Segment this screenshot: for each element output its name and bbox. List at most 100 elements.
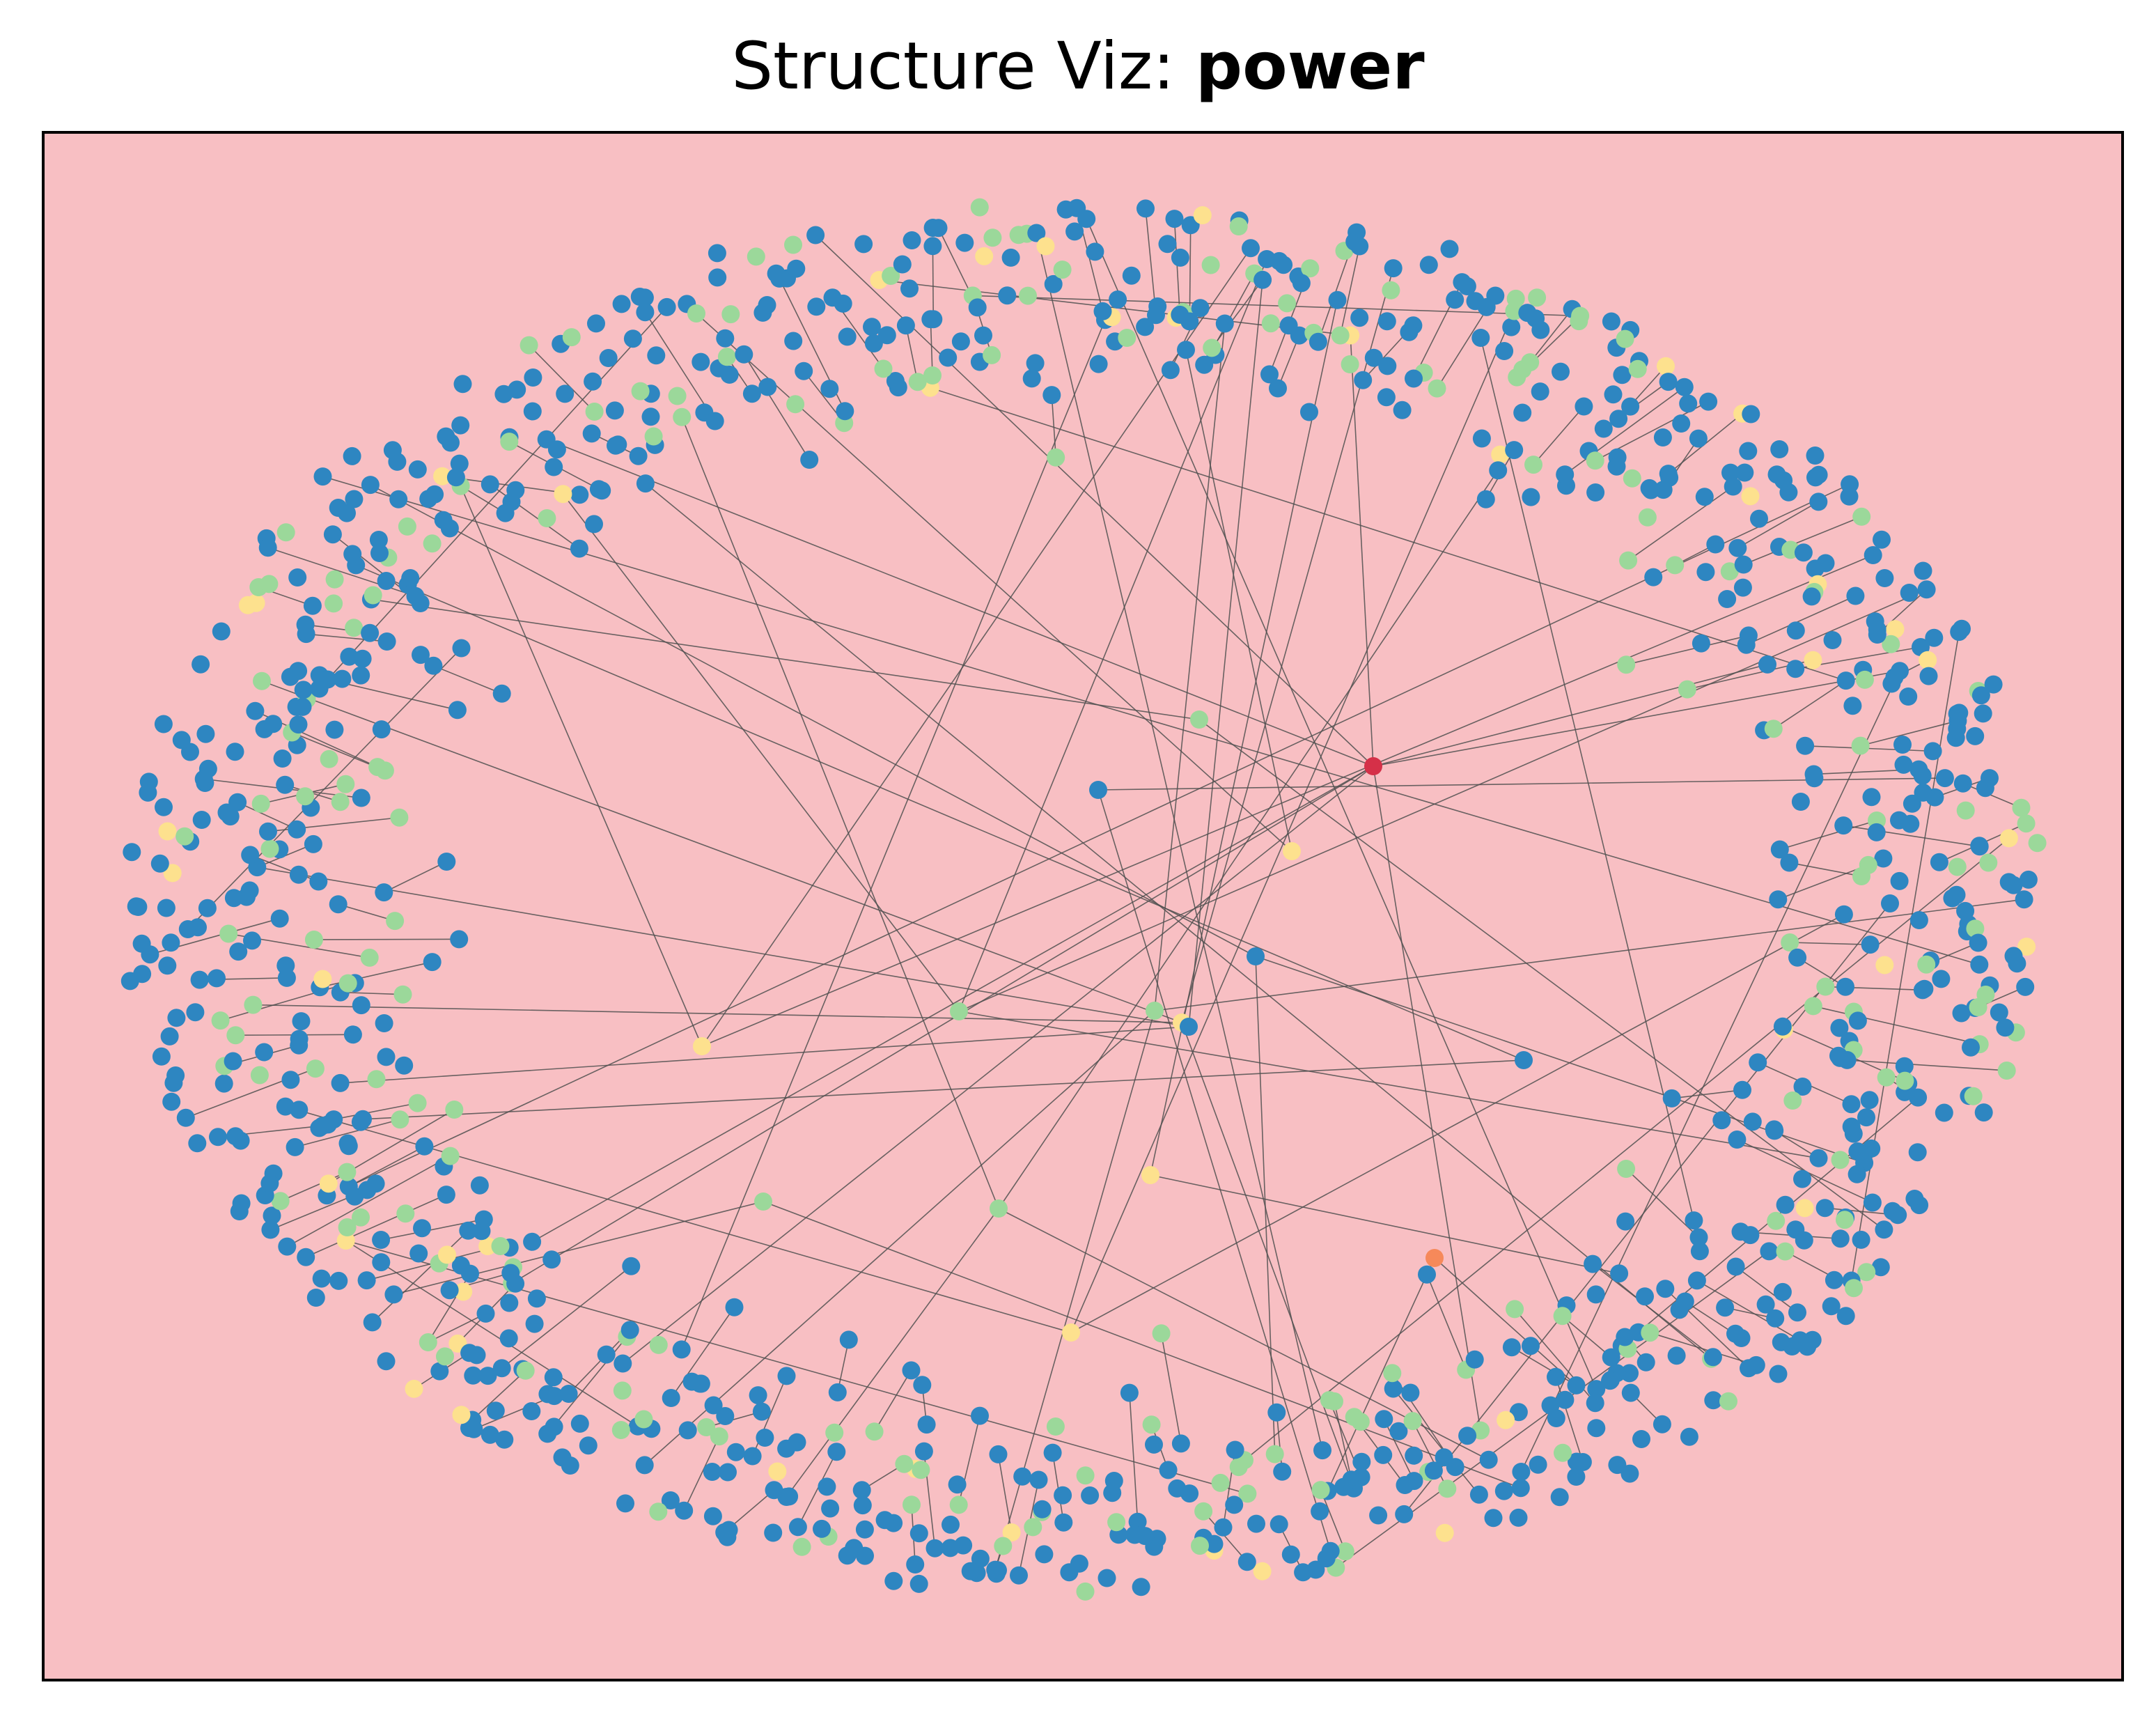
graph-edge [1129, 1392, 1139, 1522]
graph-node [289, 865, 308, 884]
graph-node [292, 1012, 311, 1031]
graph-node [448, 701, 467, 720]
graph-node [188, 1134, 207, 1153]
graph-node [1491, 445, 1510, 464]
graph-node [1877, 1068, 1896, 1087]
graph-node [942, 1515, 960, 1534]
graph-node [838, 327, 857, 346]
graph-node [1996, 1018, 2015, 1037]
graph-node [1171, 1434, 1190, 1453]
graph-node [1795, 1199, 1814, 1218]
graph-node [1657, 357, 1675, 375]
graph-node [464, 1366, 483, 1385]
graph-node [352, 666, 370, 685]
graph-node [1804, 765, 1823, 784]
graph-node [1065, 222, 1084, 241]
graph-node [827, 1443, 846, 1461]
graph-node [419, 1333, 437, 1351]
graph-node [243, 931, 261, 950]
graph-node [1553, 1307, 1572, 1326]
graph-node [914, 1442, 933, 1461]
graph-node [1704, 1391, 1723, 1410]
graph-node [1594, 419, 1613, 438]
graph-edge [348, 483, 1850, 1188]
graph-node [834, 294, 852, 313]
graph-node [616, 1494, 634, 1513]
graph-node [255, 1043, 274, 1062]
graph-node [1267, 1403, 1286, 1422]
graph-node [1966, 919, 1985, 938]
graph-edge [1813, 1005, 1980, 1045]
graph-node [452, 639, 471, 658]
graph-edge [305, 1194, 447, 1258]
graph-node [1685, 1211, 1703, 1230]
graph-node [1845, 1279, 1863, 1298]
graph-node [1873, 530, 1891, 549]
graph-node [506, 481, 525, 499]
graph-node [1868, 626, 1886, 644]
graph-node [226, 743, 244, 761]
graph-node [1638, 508, 1657, 527]
graph-node [1265, 1445, 1284, 1463]
graph-edge [1373, 664, 1768, 767]
graph-edge [958, 258, 1267, 1012]
graph-node [523, 402, 542, 421]
graph-node [780, 1487, 799, 1506]
graph-node [1667, 1346, 1686, 1365]
graph-node [758, 296, 776, 314]
graph-node [209, 1128, 227, 1147]
graph-node [1419, 256, 1438, 274]
graph-node [716, 1407, 735, 1425]
graph-edge [471, 1370, 526, 1421]
graph-edge [1789, 862, 1862, 877]
graph-node [1779, 483, 1798, 502]
graph-node [1161, 361, 1180, 380]
graph-node [1247, 1514, 1265, 1533]
graph-node [1529, 1455, 1547, 1474]
graph-node [391, 1110, 409, 1129]
graph-node [649, 1502, 668, 1521]
graph-node [725, 1298, 744, 1316]
graph-node [1679, 394, 1698, 413]
graph-node [1479, 1450, 1498, 1469]
graph-node [1675, 378, 1694, 396]
graph-node [325, 570, 344, 589]
graph-edge [1173, 219, 1181, 315]
graph-node [527, 1289, 546, 1308]
graph-node [1586, 483, 1605, 502]
graph-edge [1327, 1257, 1435, 1491]
graph-edge [1255, 956, 1865, 1164]
graph-node [838, 1546, 857, 1565]
graph-node [1601, 1372, 1619, 1390]
graph-node [158, 956, 177, 975]
graph-node [1512, 1463, 1531, 1481]
graph-node [717, 348, 736, 366]
graph-node [1531, 382, 1549, 401]
graph-node [909, 1524, 928, 1543]
graph-node [2015, 890, 2033, 909]
graph-node [1177, 341, 1195, 359]
graph-node [1836, 1211, 1854, 1229]
graph-node [160, 1027, 179, 1046]
graph-node [288, 820, 306, 839]
graph-node [636, 474, 655, 493]
graph-node [1509, 1508, 1528, 1527]
graph-node [902, 1361, 921, 1380]
graph-edge [1671, 1089, 1743, 1099]
graph-node [158, 822, 177, 841]
graph-node [1947, 885, 1966, 904]
graph-node [260, 1174, 279, 1192]
graph-node [364, 586, 382, 605]
graph-node [1465, 1350, 1484, 1369]
graph-node [1033, 1500, 1052, 1518]
graph-node [1608, 1456, 1627, 1475]
graph-node [818, 1477, 836, 1496]
graph-node [1815, 1199, 1834, 1218]
graph-node [186, 1003, 205, 1022]
graph-node [1587, 1419, 1606, 1438]
graph-node [545, 1417, 563, 1436]
graph-edge [1383, 1418, 1415, 1482]
graph-node [593, 481, 611, 500]
graph-node [260, 575, 279, 593]
graph-node [395, 1056, 414, 1075]
